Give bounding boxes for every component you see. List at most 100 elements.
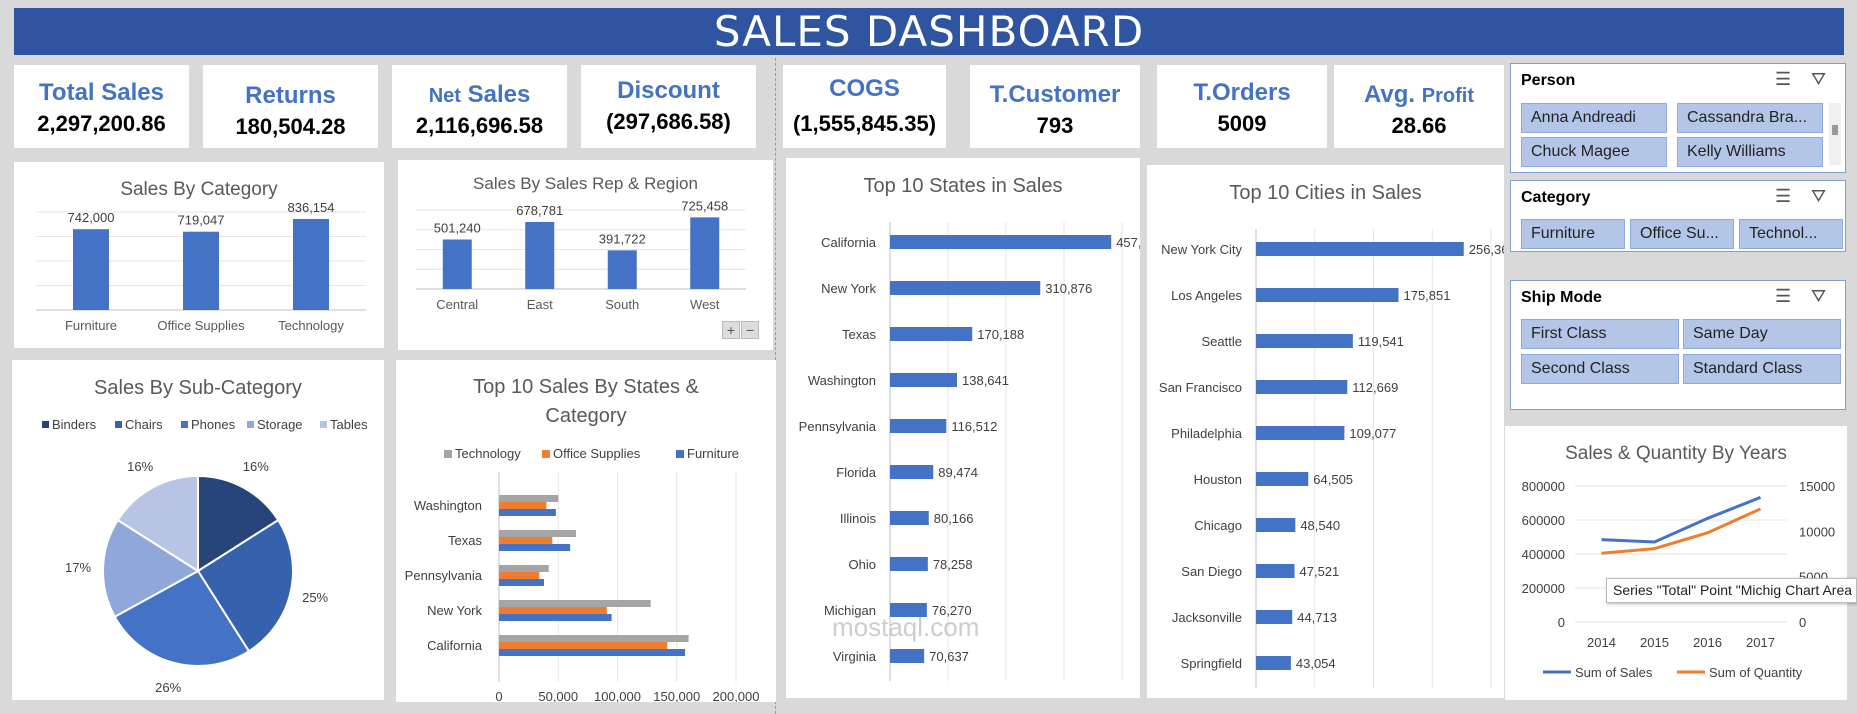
bar	[499, 642, 668, 649]
data-label: 25%	[302, 590, 328, 605]
kpi-label-main: Avg.	[1363, 81, 1416, 108]
kpi-value: 793	[1036, 113, 1074, 138]
kpi-label: Avg. Profit	[1334, 81, 1504, 109]
multi-select-icon[interactable]: ☰	[1775, 186, 1792, 206]
data-label: 725,458	[681, 198, 728, 213]
category-label: Technology	[278, 318, 344, 333]
category-label: Illinois	[840, 511, 877, 526]
data-label: 78,258	[933, 557, 973, 572]
chart-top10-cities[interactable]: Top 10 Cities in Sales New York City 256,3…	[1147, 165, 1516, 698]
x-tick-label: 2016	[1693, 635, 1722, 650]
data-label: 138,641	[962, 373, 1009, 388]
bar	[499, 572, 540, 579]
bar	[499, 530, 577, 537]
data-label: 116,512	[951, 419, 997, 434]
slicer-item[interactable]: Cassandra Bra...	[1677, 103, 1823, 133]
legend-swatch	[320, 421, 327, 428]
scrollbar-thumb[interactable]	[1832, 125, 1838, 135]
slicer-item[interactable]: Anna Andreadi	[1521, 103, 1667, 133]
bar	[1256, 380, 1348, 394]
bar	[890, 327, 973, 341]
chart-panel-years[interactable]: Sales & Quantity By Years 800000 600000 400…	[1505, 426, 1847, 700]
category-label: New York	[821, 281, 876, 296]
chart-sales-by-category[interactable]: Sales By Category 742,000 Furniture 719,047…	[14, 162, 384, 348]
bar	[890, 373, 958, 387]
bar	[499, 579, 545, 586]
slicer-item[interactable]: Same Day	[1683, 319, 1841, 349]
collapse-button[interactable]: −	[741, 321, 759, 339]
legend-label: Storage	[257, 417, 303, 432]
slicer-item[interactable]: Furniture	[1521, 219, 1625, 249]
category-label: New York	[427, 603, 482, 618]
slicer-item[interactable]: Technol...	[1739, 219, 1843, 249]
slicer-item[interactable]: Kelly Williams	[1677, 137, 1823, 167]
slicer-item[interactable]: Chuck Magee	[1521, 137, 1667, 167]
bar	[73, 229, 109, 310]
multi-select-icon[interactable]: ☰	[1775, 69, 1792, 89]
kpi-value: 2,297,200.86	[37, 111, 166, 136]
category-label: Ohio	[849, 557, 876, 572]
expand-button[interactable]: +	[722, 321, 740, 339]
category-label: Pennsylvania	[405, 568, 483, 583]
data-label: 17%	[65, 560, 91, 575]
data-label: 44,713	[1297, 610, 1337, 625]
kpi-label: Returns	[245, 82, 336, 109]
category-label: San Francisco	[1159, 380, 1242, 395]
chart-sales-by-subcategory[interactable]: Sales By Sub-Category Binders Chairs Phones…	[12, 360, 384, 700]
data-label: 109,077	[1349, 426, 1396, 441]
slicer-item[interactable]: Office Su...	[1630, 219, 1734, 249]
bar	[499, 614, 612, 621]
data-label: 836,154	[288, 200, 335, 215]
category-label: Seattle	[1202, 334, 1242, 349]
bar	[1256, 288, 1399, 302]
chart-tooltip: Series "Total" Point "Michig Chart Area	[1606, 578, 1857, 603]
clear-filter-icon[interactable]: ⛛	[1811, 69, 1827, 89]
data-label: 170,188	[977, 327, 1024, 342]
slicer-ship-mode[interactable]: Ship Mode ☰ ⛛ First Class Same Day Secon…	[1510, 280, 1846, 410]
dashboard-title: SALES DASHBOARD	[14, 8, 1844, 55]
y-right-tick-label: 0	[1799, 615, 1806, 630]
pie-slice	[102, 518, 200, 619]
data-label: 457,688	[1116, 235, 1140, 250]
bar	[690, 217, 720, 289]
chart-sales-by-rep-region[interactable]: Sales By Sales Rep & Region 501,240 Centra…	[398, 160, 773, 350]
kpi-label-prefix: Net	[428, 85, 461, 107]
x-tick-label: 200,000	[713, 689, 760, 702]
pie-slice	[196, 518, 294, 653]
slicer-scrollbar[interactable]	[1829, 103, 1841, 165]
clear-filter-icon[interactable]: ⛛	[1811, 286, 1827, 306]
data-label: 119,541	[1358, 334, 1404, 349]
chart-panel-category[interactable]: Sales By Category 742,000 Furniture 719,047…	[14, 162, 384, 348]
clear-filter-icon[interactable]: ⛛	[1811, 186, 1827, 206]
y-right-tick-label: 10000	[1799, 524, 1835, 539]
bar	[499, 635, 689, 642]
bar	[499, 537, 553, 544]
x-tick-label: 2014	[1587, 635, 1616, 650]
slicer-category[interactable]: Category ☰ ⛛ Furniture Office Su... Tech…	[1510, 180, 1846, 252]
chart-panel-top-states[interactable]: Top 10 States in Sales California 457,688 N…	[786, 158, 1163, 698]
chart-title: Sales By Sales Rep & Region	[473, 174, 698, 193]
category-label: Chicago	[1194, 518, 1242, 533]
kpi-label: Total Sales	[39, 79, 164, 106]
slicer-item[interactable]: Standard Class	[1683, 354, 1841, 384]
category-label: West	[690, 297, 720, 312]
kpi-total-sales: Total Sales 2,297,200.86	[14, 65, 189, 148]
bar	[499, 600, 651, 607]
chart-panel-states-category[interactable]: Top 10 Sales By States & Category Technolo…	[396, 360, 776, 704]
legend-label: Phones	[191, 417, 236, 432]
kpi-value: 5009	[1217, 111, 1267, 136]
bar	[293, 218, 329, 310]
slicer-item[interactable]: First Class	[1521, 319, 1679, 349]
chart-panel-region[interactable]: Sales By Sales Rep & Region 501,240 Centra…	[398, 160, 773, 350]
chart-top10-states[interactable]: Top 10 States in Sales California 457,688 N…	[786, 158, 1163, 698]
slicer-item[interactable]: Second Class	[1521, 354, 1679, 384]
multi-select-icon[interactable]: ☰	[1775, 286, 1792, 306]
slicer-person[interactable]: Person ☰ ⛛ Anna Andreadi Cassandra Bra..…	[1510, 63, 1846, 173]
legend-swatch	[676, 450, 684, 458]
bar	[890, 465, 934, 479]
bar	[499, 544, 571, 551]
chart-top10-states-category[interactable]: Top 10 Sales By States & Category Technolo…	[396, 360, 776, 704]
chart-panel-subcategory[interactable]: Sales By Sub-Category Binders Chairs Phones…	[12, 360, 384, 700]
chart-panel-top-cities[interactable]: Top 10 Cities in Sales New York City 256,3…	[1147, 165, 1516, 698]
